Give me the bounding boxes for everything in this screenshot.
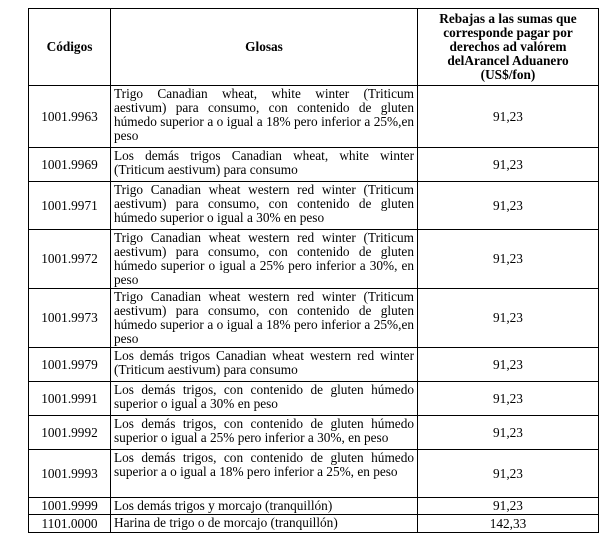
value-cell: 91,23 [417,147,599,182]
code-cell: 1101.0000 [28,514,111,533]
code-cell: 1001.9973 [28,288,111,348]
code-cell: 1001.9963 [28,85,111,148]
value-cell: 91,23 [417,497,599,515]
code-cell: 1001.9999 [28,497,111,515]
table-row: 1101.0000 Harina de trigo o de morcajo (… [28,514,599,533]
value-cell: 91,23 [417,347,599,382]
table-row: 1001.9971 Trigo Canadian wheat western r… [28,181,599,230]
gloss-cell: Trigo Canadian wheat western red winter … [110,288,418,348]
code-cell: 1001.9991 [28,381,111,416]
table-row: 1001.9972 Trigo Canadian wheat western r… [28,229,599,289]
gloss-cell: Los demás trigos, con contenido de glute… [110,415,418,450]
tariff-table: Códigos Glosas Rebajas a las sumas que c… [28,8,599,533]
gloss-cell: Trigo Canadian wheat western red winter … [110,229,418,289]
code-cell: 1001.9979 [28,347,111,382]
code-cell: 1001.9969 [28,147,111,182]
header-glosas: Glosas [110,8,418,86]
value-cell: 142,33 [417,514,599,533]
value-cell: 91,23 [417,85,599,148]
gloss-cell: Trigo Canadian wheat western red winter … [110,181,418,230]
gloss-cell: Los demás trigos, con contenido de glute… [110,449,418,498]
gloss-cell: Harina de trigo o de morcajo (tranquilló… [110,514,418,533]
code-cell: 1001.9992 [28,415,111,450]
gloss-cell: Los demás trigos y morcajo (tranquillón) [110,497,418,515]
value-cell: 91,23 [417,181,599,230]
header-rebajas: Rebajas a las sumas que corresponde paga… [417,8,599,86]
value-cell: 91,23 [417,449,599,498]
gloss-cell: Los demás trigos Canadian wheat western … [110,347,418,382]
table-row: 1001.9969 Los demás trigos Canadian whea… [28,147,599,182]
table-header-row: Códigos Glosas Rebajas a las sumas que c… [28,8,599,86]
value-cell: 91,23 [417,288,599,348]
value-cell: 91,23 [417,229,599,289]
table-row: 1001.9993 Los demás trigos, con contenid… [28,449,599,498]
table-row: 1001.9973 Trigo Canadian wheat western r… [28,288,599,348]
header-codigos: Códigos [28,8,111,86]
table-row: 1001.9999 Los demás trigos y morcajo (tr… [28,497,599,515]
table-row: 1001.9992 Los demás trigos, con contenid… [28,415,599,450]
code-cell: 1001.9971 [28,181,111,230]
code-cell: 1001.9993 [28,449,111,498]
value-cell: 91,23 [417,381,599,416]
table-row: 1001.9963 Trigo Canadian wheat, white wi… [28,85,599,148]
table-row: 1001.9979 Los demás trigos Canadian whea… [28,347,599,382]
gloss-cell: Los demás trigos Canadian wheat, white w… [110,147,418,182]
gloss-cell: Trigo Canadian wheat, white winter (Trit… [110,85,418,148]
value-cell: 91,23 [417,415,599,450]
table-row: 1001.9991 Los demás trigos, con contenid… [28,381,599,416]
code-cell: 1001.9972 [28,229,111,289]
gloss-cell: Los demás trigos, con contenido de glute… [110,381,418,416]
